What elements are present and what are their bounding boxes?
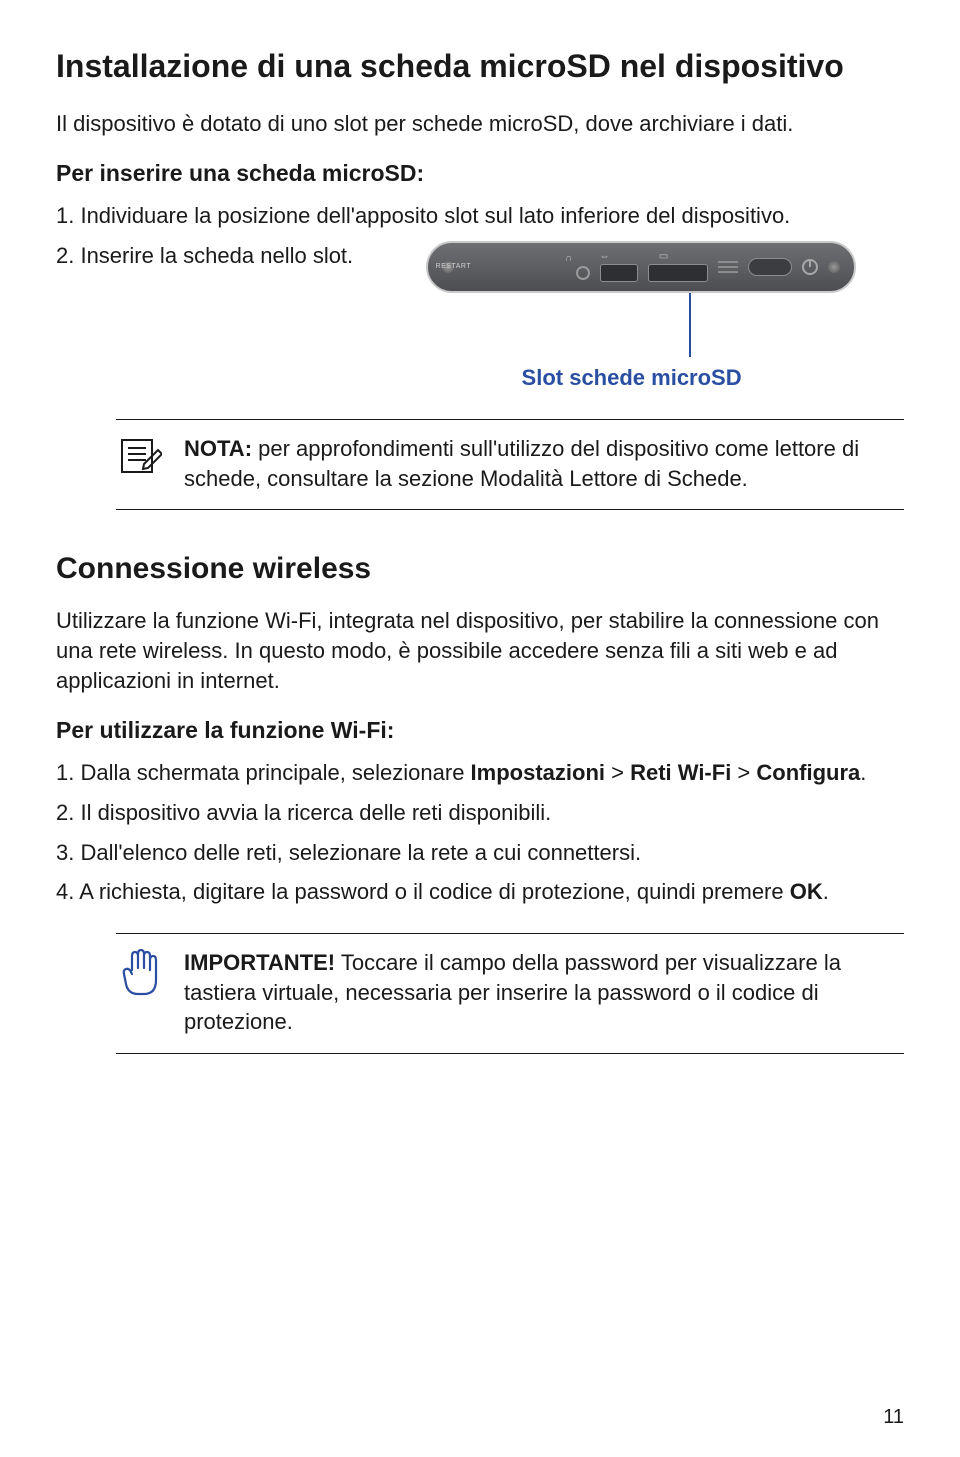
restart-label: RESTART bbox=[464, 262, 472, 271]
section1-intro: Il dispositivo è dotato di uno slot per … bbox=[56, 109, 904, 139]
step-sep: > bbox=[605, 760, 630, 785]
bold-term: Reti Wi-Fi bbox=[630, 760, 731, 785]
device-side-diagram: RESTART ∩ ⇔ ▭ bbox=[426, 241, 856, 293]
bold-term: Configura bbox=[756, 760, 860, 785]
callout-line bbox=[689, 293, 691, 357]
side-button bbox=[748, 258, 792, 276]
bold-term: Impostazioni bbox=[471, 760, 605, 785]
power-icon bbox=[802, 259, 818, 275]
step-item: 2. Inserire la scheda nello slot. RESTAR… bbox=[56, 241, 904, 393]
step-text: 1. Dalla schermata principale, seleziona… bbox=[56, 760, 471, 785]
step-text: 3. Dall'elenco delle reti, selezionare l… bbox=[56, 838, 904, 868]
important-block: IMPORTANTE! Toccare il campo della passw… bbox=[116, 933, 904, 1054]
headphone-port: ∩ bbox=[576, 254, 590, 280]
page-number: 11 bbox=[883, 1406, 904, 1429]
step-item: 4. A richiesta, digitare la password o i… bbox=[56, 877, 904, 907]
screw-icon bbox=[828, 261, 840, 273]
section2-steps: 1. Dalla schermata principale, seleziona… bbox=[56, 758, 904, 907]
callout-label: Slot schede microSD bbox=[550, 363, 742, 393]
section2-title: Connessione wireless bbox=[56, 552, 904, 586]
important-text: IMPORTANTE! Toccare il campo della passw… bbox=[184, 948, 904, 1037]
section1-title: Installazione di una scheda microSD nel … bbox=[56, 48, 904, 85]
note-block: NOTA: per approfondimenti sull'utilizzo … bbox=[116, 419, 904, 510]
important-lead: IMPORTANTE! bbox=[184, 950, 335, 975]
hand-icon bbox=[116, 948, 164, 1037]
step-sep: > bbox=[731, 760, 756, 785]
step-text: 2. Il dispositivo avvia la ricerca delle… bbox=[56, 798, 904, 828]
section1-steps: 1. Individuare la posizione dell'apposit… bbox=[56, 201, 904, 392]
section2-subhead: Per utilizzare la funzione Wi-Fi: bbox=[56, 717, 904, 744]
section1-subhead: Per inserire una scheda microSD: bbox=[56, 160, 904, 187]
note-body: per approfondimenti sull'utilizzo del di… bbox=[184, 436, 859, 491]
step-text: 2. Inserire la scheda nello slot. bbox=[84, 241, 353, 271]
step-text: 1. Individuare la posizione dell'apposit… bbox=[56, 201, 904, 231]
usb-port: ⇔ bbox=[600, 252, 638, 282]
note-lead: NOTA: bbox=[184, 436, 252, 461]
bold-term: OK bbox=[790, 879, 823, 904]
note-icon bbox=[116, 434, 164, 493]
note-text: NOTA: per approfondimenti sull'utilizzo … bbox=[184, 434, 904, 493]
device-diagram-wrap: RESTART ∩ ⇔ ▭ bbox=[377, 241, 904, 393]
step-item: 1. Dalla schermata principale, seleziona… bbox=[56, 758, 904, 788]
section2-intro: Utilizzare la funzione Wi-Fi, integrata … bbox=[56, 606, 904, 695]
step-text: 4. A richiesta, digitare la password o i… bbox=[56, 879, 790, 904]
microsd-slot: ▭ bbox=[648, 252, 708, 282]
vent-lines bbox=[718, 261, 738, 273]
step-end: . bbox=[860, 760, 866, 785]
step-end: . bbox=[823, 879, 829, 904]
